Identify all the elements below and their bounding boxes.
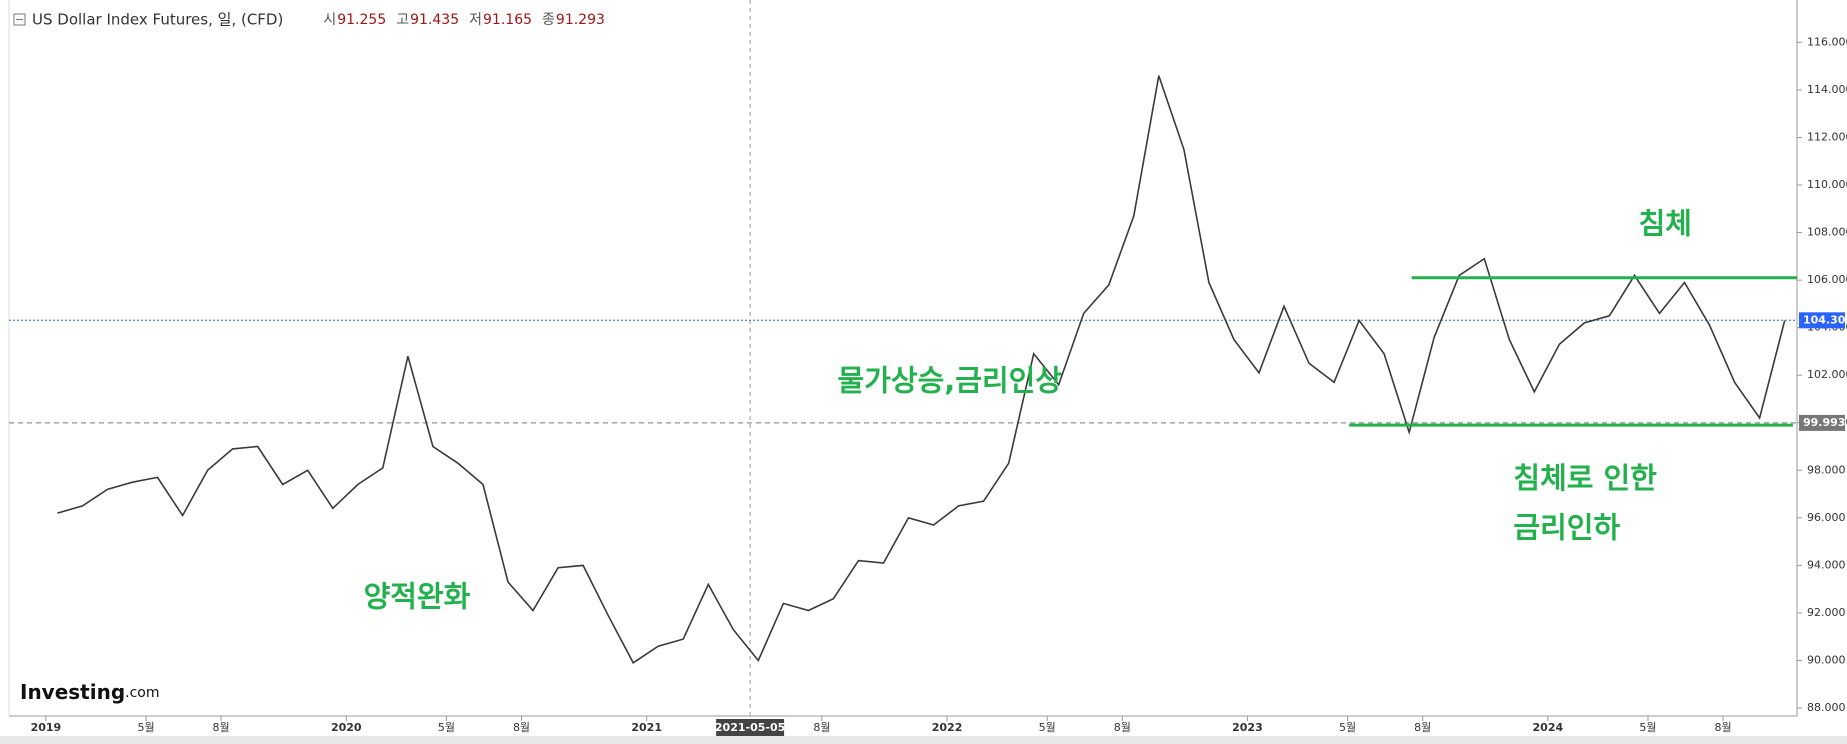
x-tick-label: 2023 xyxy=(1232,721,1263,734)
price-line-series xyxy=(57,75,1786,664)
ohlc-value: 91.165 xyxy=(483,12,532,28)
price-tag xyxy=(1799,414,1845,431)
ohlc-label: 고 xyxy=(396,12,409,28)
y-tick-label: 102.000 xyxy=(1807,368,1847,381)
y-tick-label: 108.000 xyxy=(1807,226,1847,239)
x-tick-label: 2024 xyxy=(1533,721,1564,734)
x-tick-label: 8월 xyxy=(1715,721,1732,734)
ohlc-label: 시 xyxy=(323,12,336,28)
x-tick-label: 2022 xyxy=(932,721,963,734)
x-tick-label: 5월 xyxy=(1639,721,1656,734)
x-tick-label: 8월 xyxy=(513,721,530,734)
y-tick-label: 98.000 xyxy=(1807,463,1846,476)
brand-name: Investing xyxy=(20,680,125,704)
crosshair-tag xyxy=(716,719,785,736)
y-tick-label: 114.000 xyxy=(1807,83,1847,96)
x-tick-label: 2021 xyxy=(631,721,662,734)
x-tick-label: 2020 xyxy=(331,721,362,734)
y-tick-label: 110.000 xyxy=(1807,178,1847,191)
y-tick-label: 96.000 xyxy=(1807,511,1846,524)
ohlc-label: 저 xyxy=(469,12,482,28)
x-tick-label: 2019 xyxy=(31,721,62,734)
y-tick-label: 94.000 xyxy=(1807,558,1846,571)
x-tick-label: 8월 xyxy=(1114,721,1131,734)
price-tag-label: 99.993 xyxy=(1803,416,1845,429)
annotation: 침체 xyxy=(1639,206,1692,240)
x-tick-label: 5월 xyxy=(1339,721,1356,734)
x-tick-label: 5월 xyxy=(137,721,154,734)
collapse-icon[interactable] xyxy=(13,13,26,26)
ohlc-value: 91.255 xyxy=(337,12,386,28)
y-tick-label: 92.000 xyxy=(1807,606,1846,619)
brand-suffix: .com xyxy=(125,685,159,701)
crosshair-label: 2021-05-05 xyxy=(715,721,785,734)
annotation: 금리인하 xyxy=(1513,511,1620,545)
x-tick-label: 5월 xyxy=(1039,721,1056,734)
ohlc: 시 91.255 고 91.435 저 91.165 종 91.293 xyxy=(323,12,605,28)
price-tag-label: 104.309 xyxy=(1803,313,1847,326)
ohlc-value: 91.293 xyxy=(556,12,605,28)
annotation: 침체로 인한 xyxy=(1513,461,1657,495)
annotation: 물가상승,금리인상 xyxy=(838,363,1063,397)
annotation: 양적완화 xyxy=(364,580,471,614)
y-tick-label: 90.000 xyxy=(1807,653,1846,666)
ohlc-label: 종 xyxy=(542,12,555,28)
ohlc-value: 91.435 xyxy=(410,12,459,28)
price-tag xyxy=(1799,312,1845,329)
chart-title: US Dollar Index Futures, 일, (CFD) xyxy=(32,11,283,29)
x-tick-label: 8월 xyxy=(813,721,830,734)
y-tick-label: 116.000 xyxy=(1807,35,1847,48)
x-tick-label: 5월 xyxy=(438,721,455,734)
brand: Investing.com xyxy=(20,680,160,704)
x-tick-label: 8월 xyxy=(213,721,230,734)
y-tick-label: 112.000 xyxy=(1807,130,1847,143)
y-tick-label: 106.000 xyxy=(1807,273,1847,286)
x-tick-label: 8월 xyxy=(1414,721,1431,734)
toolbar xyxy=(0,736,1847,744)
y-tick-label: 88.000 xyxy=(1807,701,1846,714)
